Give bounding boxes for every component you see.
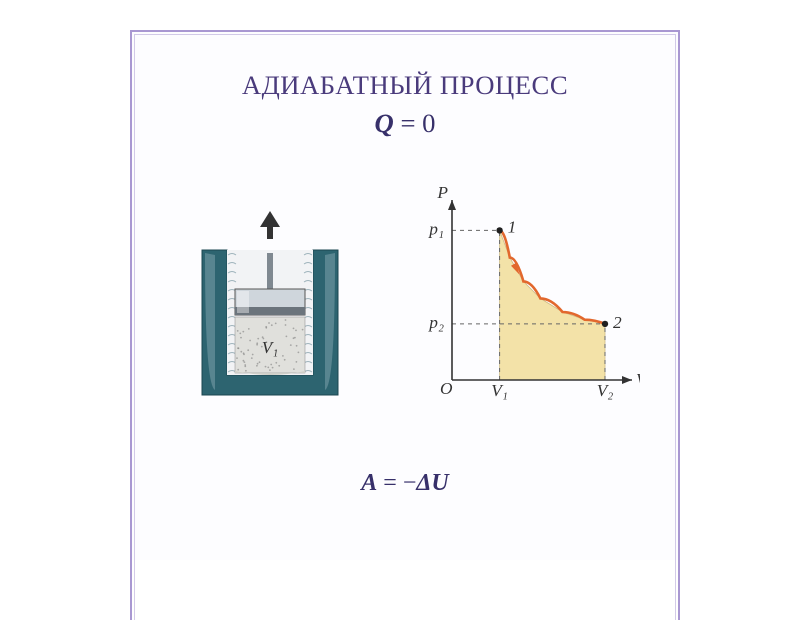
gas-volume-label: V₁ xyxy=(262,338,279,357)
page-title: АДИАБАТНЫЙ ПРОЦЕСС xyxy=(130,70,680,101)
origin-label: O xyxy=(440,379,453,398)
equation-q-zero: Q = 0 xyxy=(130,108,680,139)
x-axis-label: V xyxy=(636,370,640,389)
pv-chart: 1 2 P V Op₁ p₂ V₁ V₂ xyxy=(410,185,640,405)
ytick-p2: p₂ xyxy=(427,313,444,332)
point-2 xyxy=(602,321,608,327)
cylinder-diagram: V₁ xyxy=(185,205,355,405)
equation-work: A = −ΔU xyxy=(130,470,680,497)
piston-arrow-icon xyxy=(260,211,280,239)
point-2-label: 2 xyxy=(613,313,622,332)
ytick-p1: p₁ xyxy=(427,219,444,238)
area-under-curve xyxy=(500,230,605,380)
point-1 xyxy=(496,227,502,233)
xtick-v1: V₁ xyxy=(491,381,508,400)
xtick-v2: V₂ xyxy=(597,381,614,400)
point-1-label: 1 xyxy=(508,217,517,236)
y-axis-label: P xyxy=(436,185,448,202)
